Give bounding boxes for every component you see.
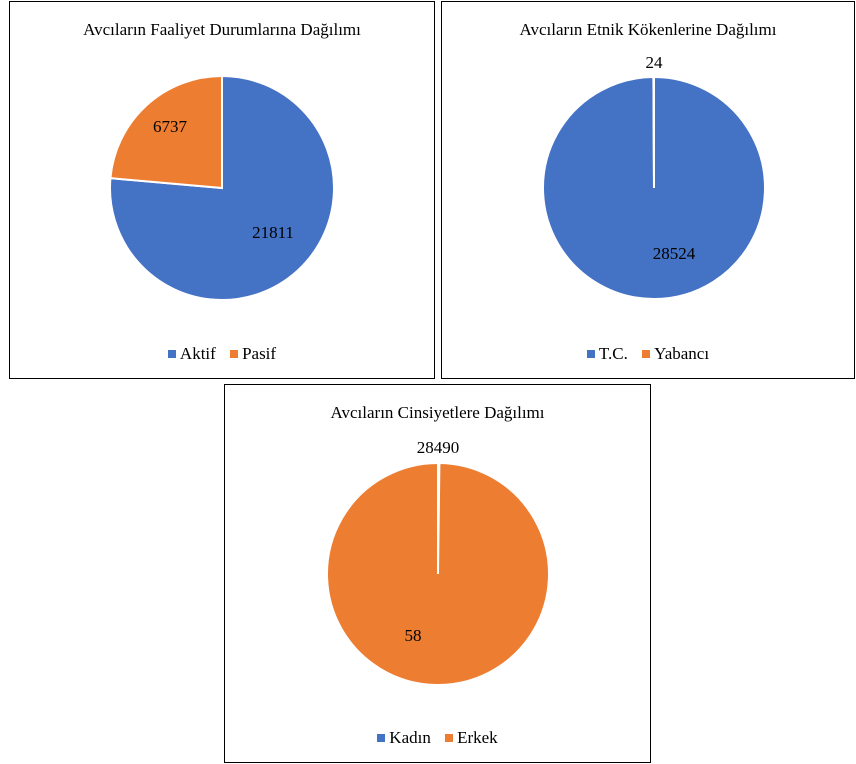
legend-swatch: [586, 350, 595, 359]
legend: T.C. Yabancı: [442, 344, 854, 364]
chart-title: Avcıların Faaliyet Durumlarına Dağılımı: [83, 20, 361, 39]
legend-swatch: [642, 350, 651, 359]
legend-item-kadin: Kadın: [377, 728, 431, 748]
legend-label: Aktif: [179, 344, 216, 363]
data-label: 58: [405, 626, 422, 645]
chart-title: Avcıların Etnik Kökenlerine Dağılımı: [519, 20, 777, 39]
legend: Kadın Erkek: [225, 728, 650, 748]
legend-swatch: [167, 350, 176, 359]
pie-slice-yabanc: [652, 75, 655, 189]
chart-gender: Avcıların Cinsiyetlere Dağılımı 58 28490 …: [224, 384, 651, 763]
legend-swatch: [377, 734, 386, 743]
pie-slice-erkek: [326, 461, 550, 686]
legend-label: Yabancı: [654, 344, 710, 363]
legend-label: Pasif: [242, 344, 277, 363]
legend-item-erkek: Erkek: [445, 728, 498, 748]
legend-item-aktif: Aktif: [167, 344, 216, 364]
legend-item-yabanci: Yabancı: [642, 344, 709, 364]
pie-plot: 28524 24: [541, 53, 766, 300]
pie-slice-pasif: [109, 74, 223, 190]
legend-label: Erkek: [457, 728, 498, 747]
data-label: 28490: [417, 438, 460, 457]
data-label: 21811: [252, 223, 294, 242]
legend: Aktif Pasif: [10, 344, 434, 364]
chart-ethnic-origin: Avcıların Etnik Kökenlerine Dağılımı 285…: [441, 1, 855, 379]
chart-activity-status: Avcıların Faaliyet Durumlarına Dağılımı …: [9, 1, 435, 379]
legend-item-tc: T.C.: [586, 344, 628, 364]
data-label: 24: [646, 53, 664, 72]
legend-label: Kadın: [389, 728, 431, 747]
pie-plot: 58 28490: [326, 438, 550, 686]
legend-label: T.C.: [598, 344, 628, 363]
legend-swatch: [445, 734, 454, 743]
data-label: 28524: [653, 244, 696, 263]
pie-plot: 21811 6737: [109, 74, 335, 301]
data-label: 6737: [153, 117, 188, 136]
legend-item-pasif: Pasif: [230, 344, 276, 364]
chart-title: Avcıların Cinsiyetlere Dağılımı: [330, 403, 545, 422]
legend-swatch: [230, 350, 239, 359]
